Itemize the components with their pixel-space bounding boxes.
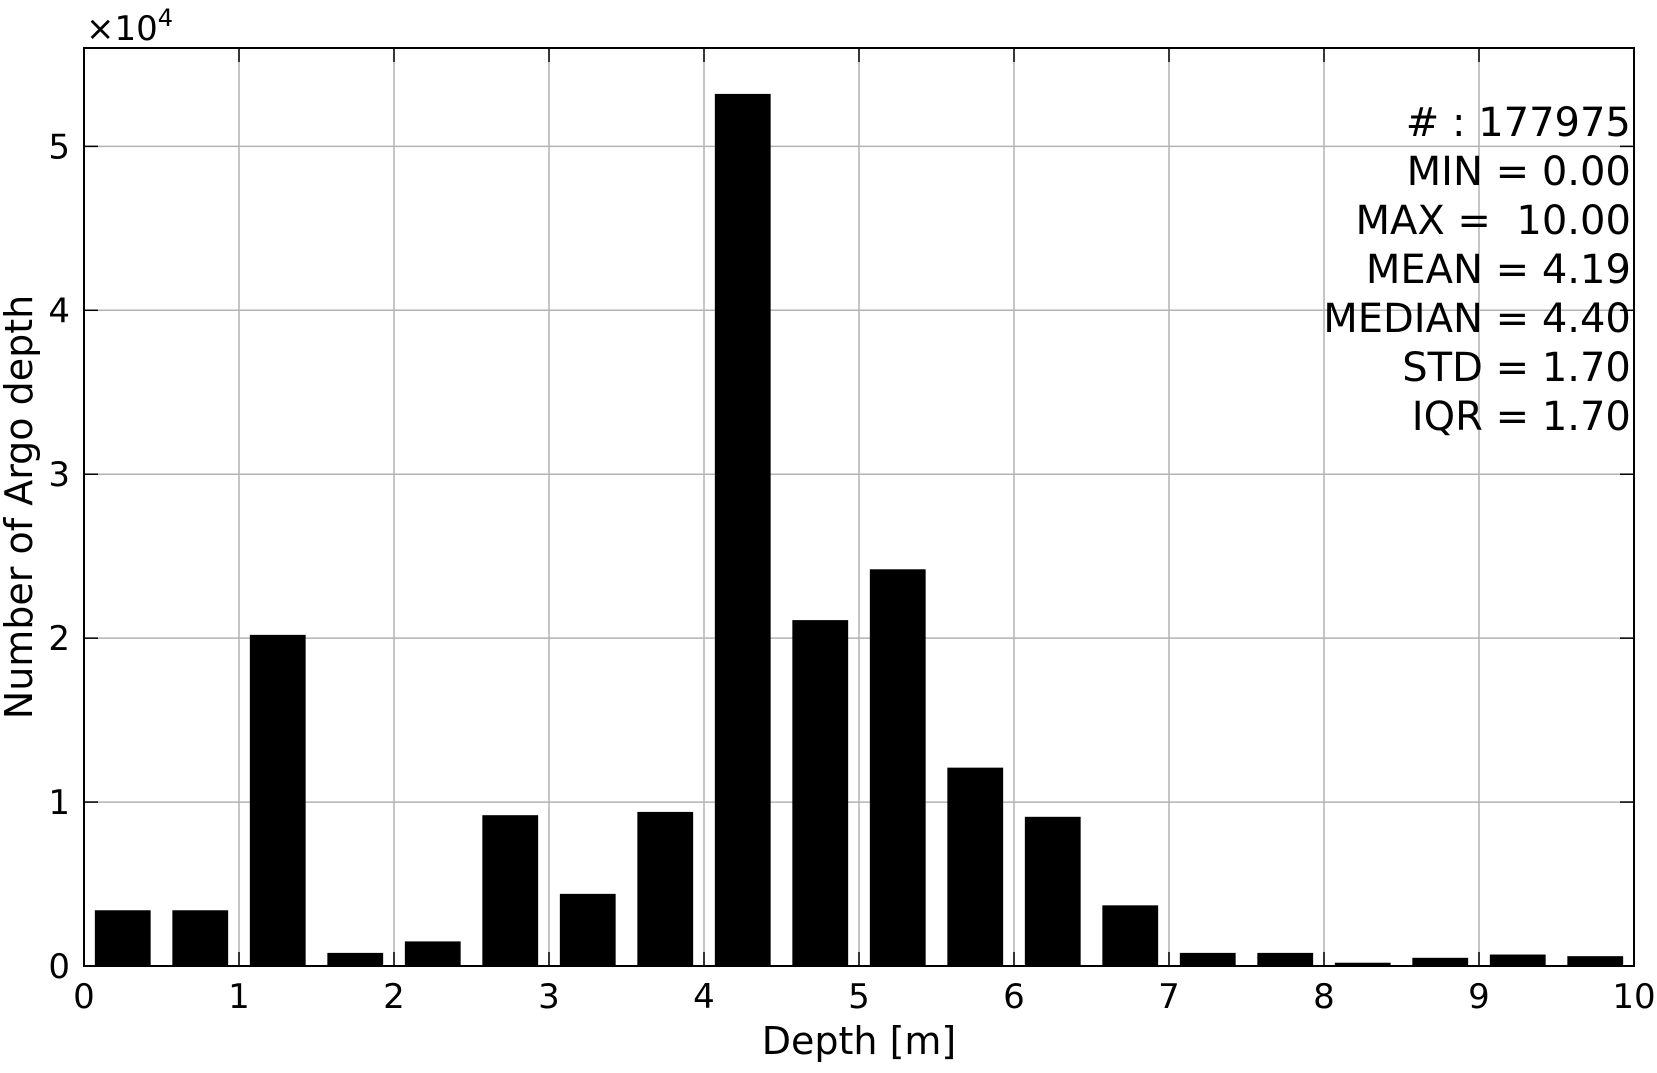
histogram-bar [172,910,229,966]
x-tick-label: 6 [1003,977,1025,1017]
histogram-bar [947,767,1004,966]
y-tick-labels: 0 1 2 3 4 5 [48,127,70,987]
histogram-bar [559,893,616,966]
x-tick-label: 7 [1158,977,1180,1017]
stats-line: MEAN = 4.19 [1366,247,1631,293]
x-tick-label: 9 [1468,977,1490,1017]
x-tick-label: 0 [73,977,95,1017]
histogram-bar [792,620,849,966]
y-tick-label: 3 [48,455,70,495]
histogram-bar [637,811,694,966]
histogram-bar [1412,957,1469,966]
histogram-bar [1257,952,1314,966]
histogram-bar [327,952,384,966]
y-tick-label: 4 [48,291,70,331]
y-tick-label: 5 [48,127,70,167]
x-tick-label: 2 [383,977,405,1017]
histogram-bar [404,941,461,966]
histogram-bar [1024,816,1081,966]
x-tick-label: 4 [693,977,715,1017]
stats-line: # : 177975 [1406,100,1631,146]
y-tick-label: 1 [48,783,70,823]
stats-line: STD = 1.70 [1402,345,1631,391]
stats-line: MAX = 10.00 [1355,198,1630,244]
stats-line: IQR = 1.70 [1412,394,1631,440]
x-tick-label: 5 [848,977,870,1017]
x-tick-label: 8 [1313,977,1335,1017]
histogram-bar [1102,905,1159,966]
plot-frame [83,47,1635,967]
x-tick-label: 1 [228,977,250,1017]
stats-line: MIN = 0.00 [1407,149,1631,195]
bars [94,93,1624,966]
histogram-bar [869,569,926,966]
grid-lines [84,48,1634,966]
y-axis-label: Number of Argo depth [0,295,41,719]
histogram-bar [482,815,539,966]
histogram-bar [249,634,306,966]
x-tick-labels: 0 1 2 3 4 5 6 7 8 9 10 [73,977,1655,1017]
y-multiplier-base: ×10 [86,9,158,49]
histogram-bar [1489,954,1546,966]
histogram-bar [714,93,771,966]
x-tick-label: 10 [1612,977,1655,1017]
histogram-bar [1334,962,1391,966]
histogram-bar [1179,952,1236,966]
stats-line: MEDIAN = 4.40 [1323,296,1631,342]
histogram-bar [94,910,151,966]
x-axis-label: Depth [m] [762,1019,957,1063]
y-multiplier-label: ×104 [86,4,173,49]
y-multiplier-exponent: 4 [158,4,173,32]
x-tick-label: 3 [538,977,560,1017]
y-tick-label: 0 [48,947,70,987]
y-tick-label: 2 [48,619,70,659]
histogram-bar [1567,956,1624,966]
